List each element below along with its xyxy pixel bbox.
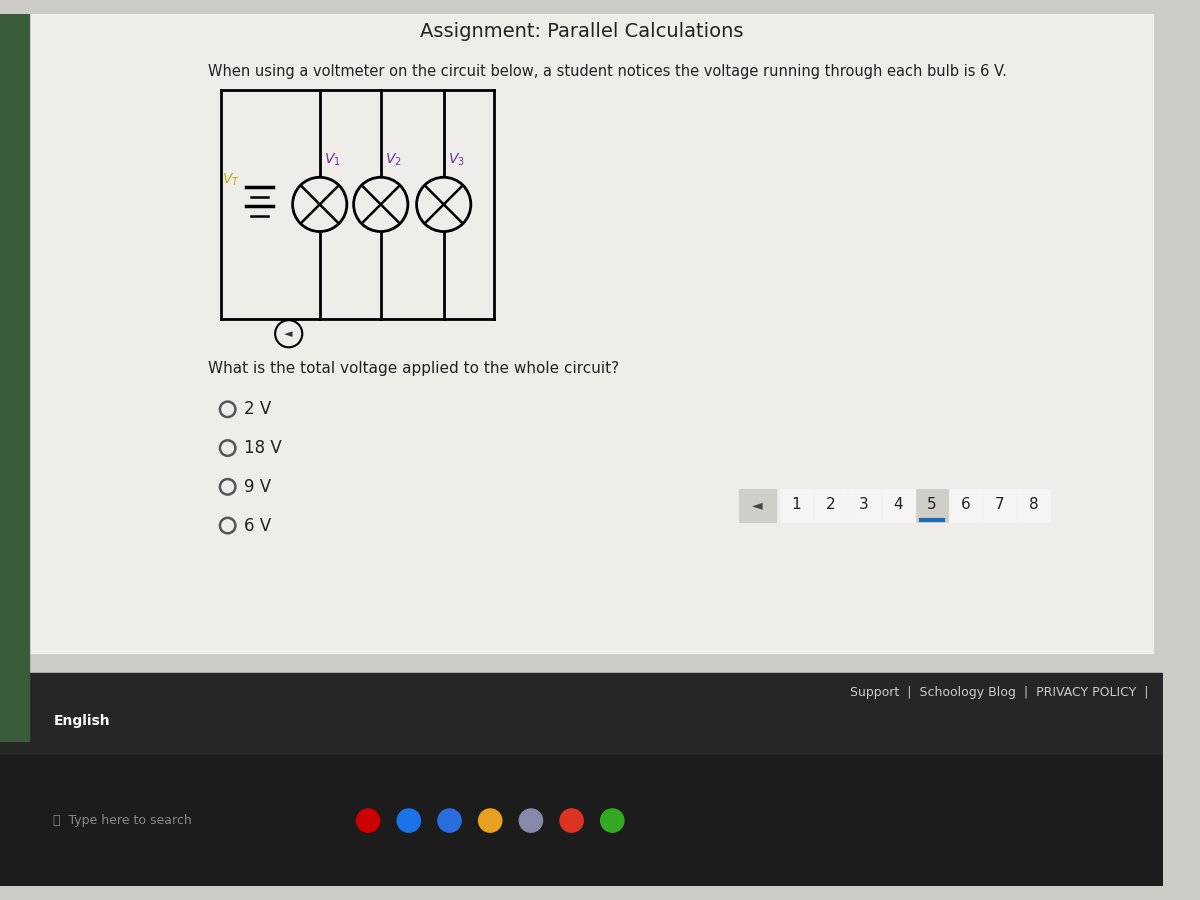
Bar — [0, 14, 29, 741]
Bar — [983, 489, 1016, 522]
Text: English: English — [53, 715, 110, 728]
Circle shape — [416, 177, 470, 231]
Text: $V_1$: $V_1$ — [324, 151, 341, 167]
Text: $V_T$: $V_T$ — [222, 172, 240, 188]
Text: ⌕  Type here to search: ⌕ Type here to search — [53, 814, 192, 827]
Bar — [1018, 489, 1050, 522]
Text: 6: 6 — [961, 497, 971, 512]
Text: 2: 2 — [826, 497, 835, 512]
Circle shape — [293, 177, 347, 231]
Text: Assignment: Parallel Calculations: Assignment: Parallel Calculations — [420, 22, 743, 40]
Text: 18 V: 18 V — [244, 439, 282, 457]
Text: 7: 7 — [995, 497, 1004, 512]
Bar — [882, 489, 914, 522]
Circle shape — [601, 809, 624, 832]
Text: 8: 8 — [1028, 497, 1038, 512]
Bar — [29, 14, 1153, 653]
Bar — [814, 489, 847, 522]
Text: 1: 1 — [792, 497, 802, 512]
Circle shape — [275, 320, 302, 347]
Bar — [0, 673, 1163, 755]
Circle shape — [397, 809, 420, 832]
Text: What is the total voltage applied to the whole circuit?: What is the total voltage applied to the… — [209, 361, 619, 376]
Bar — [949, 489, 983, 522]
Text: ◄: ◄ — [284, 328, 293, 338]
Bar — [0, 755, 1163, 886]
Bar — [780, 489, 812, 522]
Text: 2 V: 2 V — [244, 400, 271, 418]
Text: $V_3$: $V_3$ — [448, 151, 464, 167]
Circle shape — [354, 177, 408, 231]
Bar — [916, 489, 948, 522]
Text: 9 V: 9 V — [244, 478, 271, 496]
Bar — [739, 489, 776, 522]
Text: When using a voltmeter on the circuit below, a student notices the voltage runni: When using a voltmeter on the circuit be… — [209, 65, 1007, 79]
Text: $V_2$: $V_2$ — [385, 151, 401, 167]
Text: 4: 4 — [893, 497, 902, 512]
Text: ◄: ◄ — [752, 499, 763, 512]
Text: 3: 3 — [859, 497, 869, 512]
Circle shape — [560, 809, 583, 832]
Circle shape — [479, 809, 502, 832]
Text: 5: 5 — [928, 497, 937, 512]
Circle shape — [356, 809, 379, 832]
Text: 6 V: 6 V — [244, 517, 271, 535]
Text: Support  |  Schoology Blog  |  PRIVACY POLICY  |: Support | Schoology Blog | PRIVACY POLIC… — [850, 686, 1148, 698]
Bar — [847, 489, 881, 522]
Circle shape — [520, 809, 542, 832]
Circle shape — [438, 809, 461, 832]
